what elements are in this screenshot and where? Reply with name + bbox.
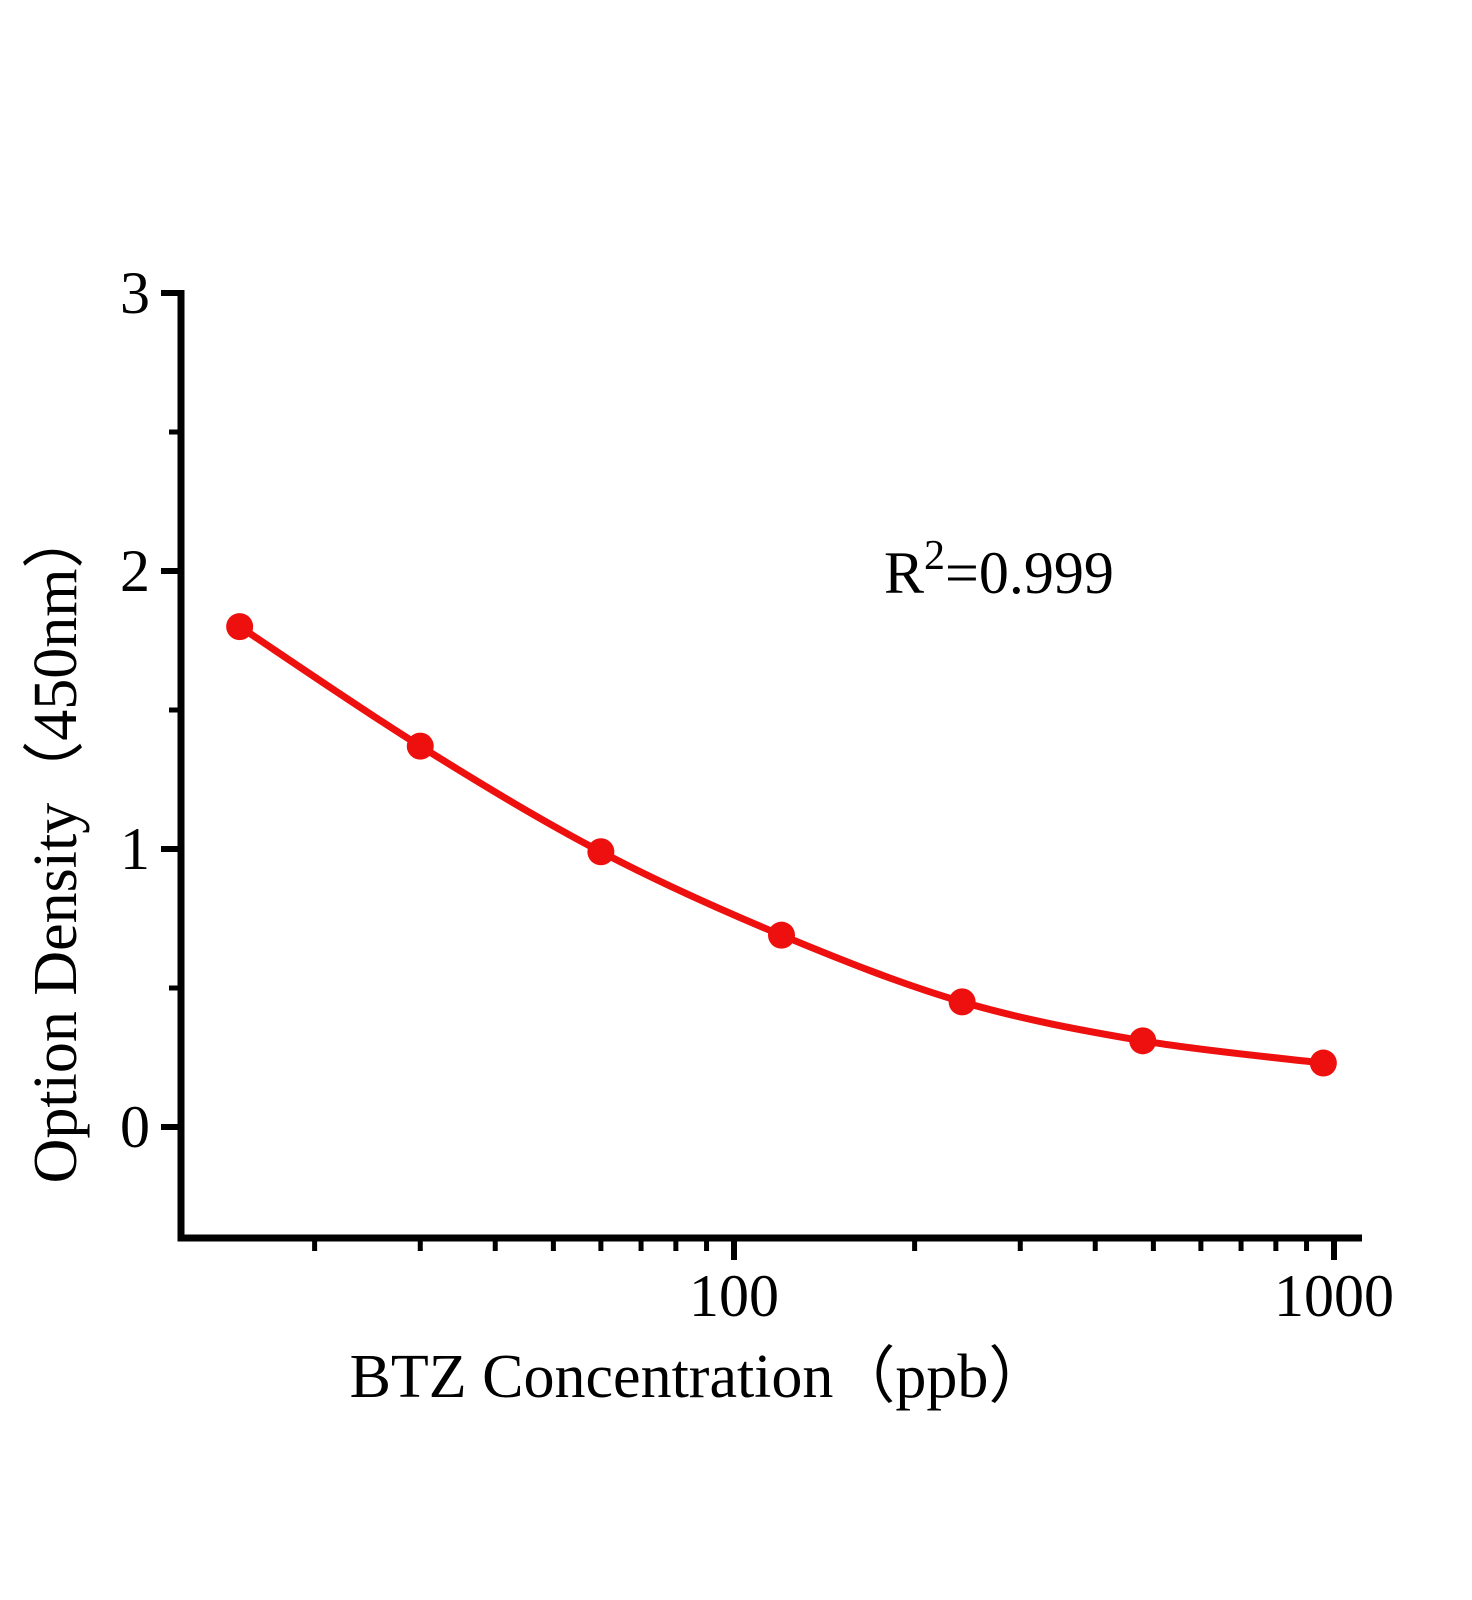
y-tick-label: 3 [120,260,150,326]
y-tick-label: 2 [120,538,150,604]
annotation-superscript: 2 [924,533,945,579]
axis-tick-labels: 0 1 2 3 100 1000 [120,260,1394,1329]
data-point-marker [587,838,615,866]
y-tick-label: 1 [120,816,150,882]
data-point-marker [948,988,976,1016]
y-tick-label: 0 [120,1094,150,1160]
fit-curve-line [236,623,1327,1067]
axis-ticks [161,290,1337,1260]
data-point-marker [1129,1027,1157,1055]
r-squared-annotation: R2=0.999 [884,533,1114,606]
y-axis-title: Option Density（450nm） [22,507,90,1184]
data-point-marker [768,921,796,949]
x-tick-label: 100 [689,1263,779,1329]
x-tick-label: 1000 [1274,1263,1394,1329]
data-point-marker [406,732,434,760]
data-point-marker [226,613,254,641]
annotation-rest: =0.999 [945,540,1114,606]
annotation-base: R [884,540,924,606]
x-axis-title: BTZ Concentration（ppb） [350,1343,1051,1411]
data-point-marker [1309,1049,1337,1077]
data-series [226,613,1337,1077]
axes [177,290,1362,1242]
